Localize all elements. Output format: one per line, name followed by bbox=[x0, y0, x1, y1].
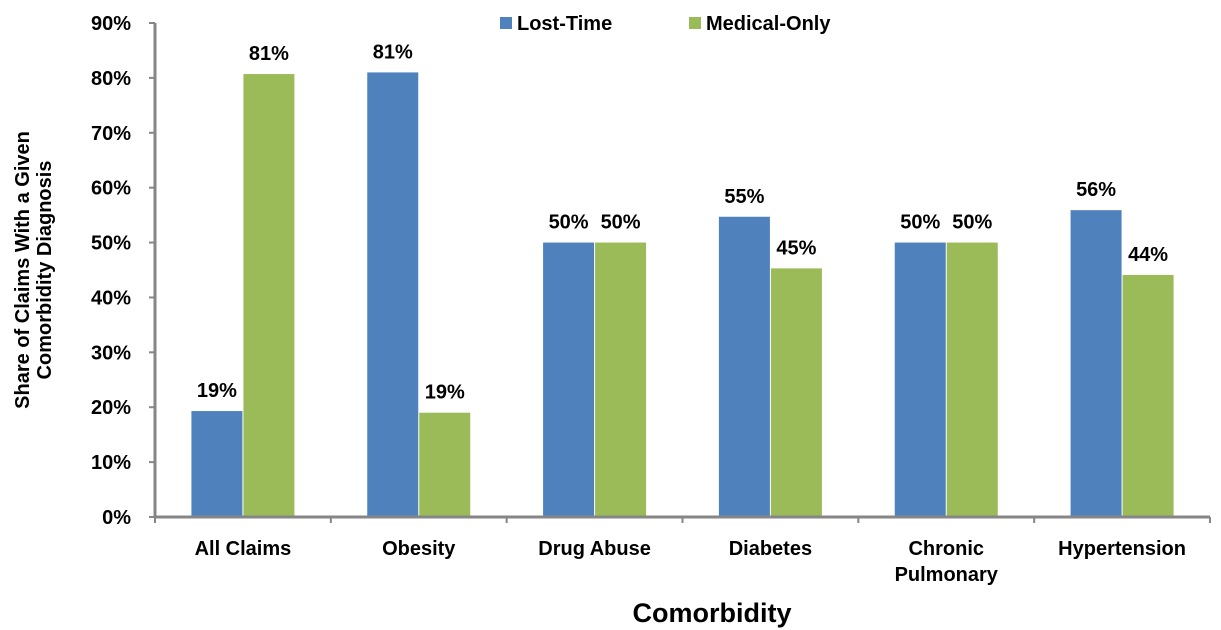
data-label: 50% bbox=[601, 212, 641, 234]
x-tick-label-line: Diabetes bbox=[729, 538, 812, 560]
y-tick-label: 90% bbox=[91, 13, 131, 35]
y-axis-title: Share of Claims With a GivenComorbidity … bbox=[12, 131, 56, 409]
x-tick-label-line: Pulmonary bbox=[895, 564, 999, 586]
bars bbox=[191, 72, 1174, 518]
data-label: 19% bbox=[197, 380, 237, 402]
bar-lost-time bbox=[894, 242, 946, 518]
x-tick-label-line: Chronic bbox=[908, 538, 984, 560]
x-tick-label: All Claims bbox=[195, 538, 292, 560]
bar-medical-only bbox=[770, 268, 822, 517]
y-axis-title-text: Share of Claims With a GivenComorbidity … bbox=[12, 131, 56, 409]
x-tick-label: Chronic Pulmonary bbox=[895, 538, 999, 586]
data-label: 81% bbox=[373, 41, 413, 63]
y-axis-ticks: 0% 10% 20% 30% 40% 50% 60% 70% 80% 90% bbox=[91, 13, 155, 529]
y-tick-label: 10% bbox=[91, 452, 131, 474]
bar-lost-time bbox=[718, 216, 770, 517]
data-label: 19% bbox=[425, 382, 465, 404]
data-label: 56% bbox=[1076, 179, 1116, 201]
legend: Lost-Time Medical-Only bbox=[500, 13, 831, 35]
x-tick-label: Hypertension bbox=[1058, 538, 1186, 560]
bar-lost-time bbox=[1070, 210, 1122, 517]
y-tick-label: 50% bbox=[91, 233, 131, 255]
x-tick-label-line: Drug Abuse bbox=[538, 538, 651, 560]
y-axis-title-line: Share of Claims With a Given bbox=[12, 131, 34, 409]
y-tick-label: 60% bbox=[91, 178, 131, 200]
x-tick-label: Diabetes bbox=[729, 538, 812, 560]
bar-lost-time bbox=[191, 411, 243, 517]
y-tick-label: 0% bbox=[102, 507, 131, 529]
bar-medical-only bbox=[243, 74, 295, 518]
bar-lost-time bbox=[367, 72, 419, 518]
x-axis-ticks: All Claims Obesity Drug Abuse Diabetes Chron… bbox=[154, 517, 1211, 586]
legend-label: Medical-Only bbox=[706, 13, 831, 35]
x-tick-label: Drug Abuse bbox=[538, 538, 651, 560]
x-axis-title: Comorbidity bbox=[633, 598, 792, 628]
bar-lost-time bbox=[543, 242, 595, 518]
data-label: 81% bbox=[249, 43, 289, 65]
legend-swatch bbox=[689, 17, 701, 29]
data-label: 50% bbox=[549, 212, 589, 234]
x-tick-label-line: Hypertension bbox=[1058, 538, 1186, 560]
data-label: 50% bbox=[952, 212, 992, 234]
x-tick-label-line: Obesity bbox=[382, 538, 456, 560]
y-tick-label: 30% bbox=[91, 342, 131, 364]
legend-label: Lost-Time bbox=[517, 13, 612, 35]
bar-medical-only bbox=[946, 242, 998, 518]
bar-medical-only bbox=[419, 412, 471, 517]
y-tick-label: 20% bbox=[91, 397, 131, 419]
y-tick-label: 70% bbox=[91, 123, 131, 145]
bar-medical-only bbox=[595, 242, 647, 518]
x-tick-label: Obesity bbox=[382, 538, 456, 560]
data-label: 44% bbox=[1128, 244, 1168, 266]
x-tick-label-line: All Claims bbox=[195, 538, 292, 560]
y-tick-label: 80% bbox=[91, 68, 131, 90]
value-labels: 19% 81% 81% 19% 50% 50% 55% 45% 50% 50% 56% 44% bbox=[197, 41, 1168, 403]
legend-swatch bbox=[500, 17, 512, 29]
data-label: 55% bbox=[724, 186, 764, 208]
data-label: 50% bbox=[900, 212, 940, 234]
data-label: 45% bbox=[776, 237, 816, 259]
bar-medical-only bbox=[1122, 274, 1174, 517]
y-tick-label: 40% bbox=[91, 287, 131, 309]
y-axis-title-line: Comorbidity Diagnosis bbox=[34, 161, 56, 380]
